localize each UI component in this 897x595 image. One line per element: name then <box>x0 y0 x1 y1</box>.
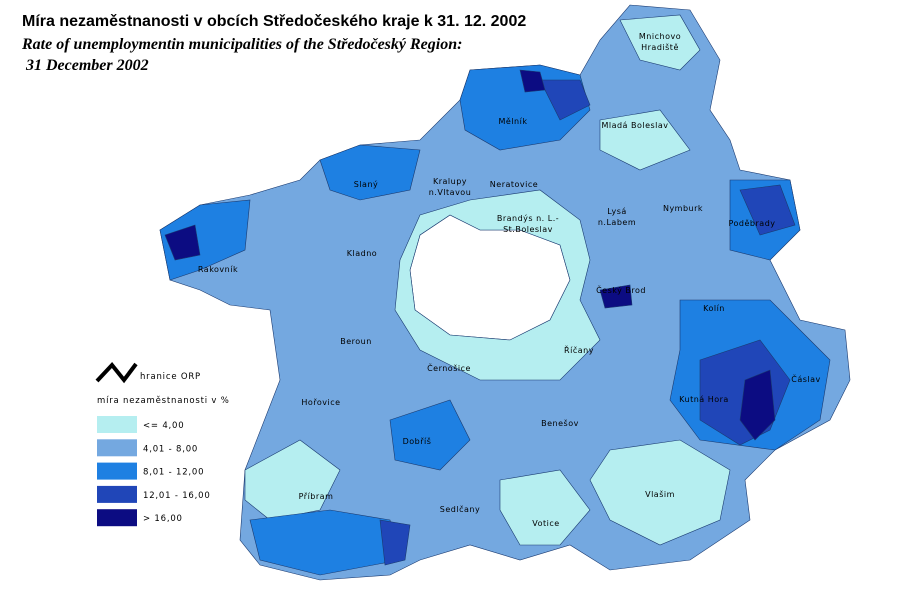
town-label: Brandýs n. L.- <box>497 214 559 223</box>
town-label: Kralupy <box>433 177 467 186</box>
town-label: Lysá <box>607 207 627 216</box>
town-label: Benešov <box>541 418 579 428</box>
town-label: Poděbrady <box>728 219 775 228</box>
region-map <box>159 4 851 581</box>
zone <box>394 189 601 381</box>
town-label: Sedlčany <box>440 504 480 514</box>
town-label: Český Brod <box>596 284 646 295</box>
town-label: n.Vltavou <box>429 188 472 197</box>
town-label: Beroun <box>340 337 372 346</box>
town-label: Slaný <box>354 180 379 189</box>
subtitle: 31 December 2002 <box>22 57 149 74</box>
legend-label: 12,01 - 16,00 <box>143 491 211 501</box>
town-label: Mělník <box>499 117 528 126</box>
town-label: Kutná Hora <box>679 395 729 404</box>
town-label: Kladno <box>347 249 377 258</box>
zone <box>244 439 341 521</box>
zone <box>164 69 776 441</box>
town-label: Mladá Boleslav <box>601 121 668 130</box>
legend-swatch <box>97 509 137 527</box>
legend-swatch <box>97 416 137 433</box>
town-label: Votice <box>532 519 559 528</box>
town-label: St.Boleslav <box>503 225 553 234</box>
town-label: n.Labem <box>598 218 636 227</box>
legend-swatch <box>97 439 137 457</box>
town-label: Rakovník <box>198 265 238 274</box>
town-label: Dobříš <box>403 436 432 446</box>
legend-heading: míra nezaměstnanosti v % <box>97 396 230 406</box>
legend-label: 8,01 - 12,00 <box>143 468 204 478</box>
boundary-symbol <box>95 361 138 384</box>
zone <box>319 64 591 201</box>
zone <box>379 79 796 566</box>
town-label: Vlašim <box>645 489 675 499</box>
legend: <= 4,00 4,01 - 8,00 8,01 - 12,00 12,01 - 16… <box>97 416 211 527</box>
zone <box>599 14 701 171</box>
subtitle: Rate of unemploymentin municipalities of… <box>21 36 462 53</box>
town-label: Černošice <box>427 362 471 373</box>
legend-swatch <box>97 462 137 480</box>
town-label: Hradiště <box>641 42 679 52</box>
town-label: Říčany <box>564 345 594 355</box>
legend-boundary: hranice ORP <box>140 372 201 382</box>
title: Míra nezaměstnanosti v obcích Středočesk… <box>22 13 526 30</box>
legend-label: <= 4,00 <box>143 421 184 431</box>
legend-label: 4,01 - 8,00 <box>143 444 198 454</box>
town-label: Čáslav <box>791 373 821 384</box>
town-label: Nymburk <box>663 204 703 213</box>
town-label: Příbram <box>299 492 334 501</box>
legend-label: > 16,00 <box>143 514 183 524</box>
town-label: Mnichovo <box>639 32 681 41</box>
zone <box>499 439 731 546</box>
town-label: Kolín <box>703 304 725 313</box>
town-label: Hořovice <box>301 398 340 407</box>
town-label: Neratovice <box>490 180 538 189</box>
legend-swatch <box>97 485 137 503</box>
